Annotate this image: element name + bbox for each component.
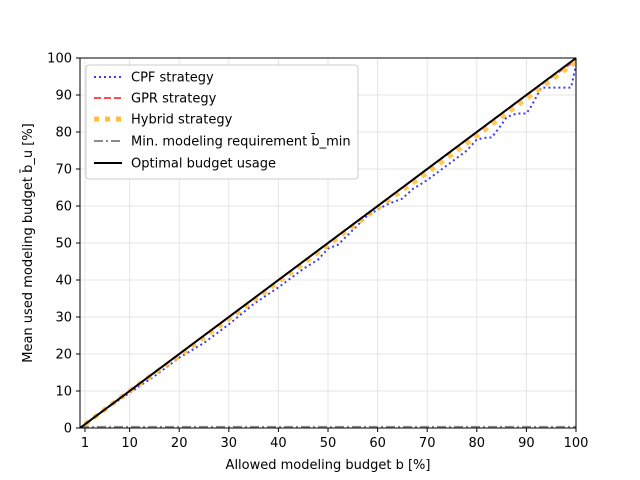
legend-label: GPR strategy [131,92,217,107]
x-tick-label: 1 [81,436,89,451]
y-tick-label: 80 [55,126,72,141]
y-tick-label: 30 [55,311,72,326]
legend-label: CPF strategy [131,71,214,86]
x-tick-label: 50 [320,436,337,451]
x-tick-label: 30 [221,436,238,451]
x-tick-label: 100 [564,436,589,451]
x-tick-label: 90 [518,436,535,451]
x-tick-label: 40 [270,436,287,451]
y-tick-label: 0 [64,422,72,437]
y-tick-label: 70 [55,163,72,178]
x-tick-label: 10 [121,436,138,451]
cpf-strategy-series [84,65,577,426]
y-axis-label: Mean used modeling budget b̄_u [%] [21,123,36,363]
legend-label: Optimal budget usage [131,157,276,172]
plot-layer [80,57,578,428]
y-tick-label: 50 [55,237,72,252]
legend: CPF strategy GPR strategy Hybrid strategy M… [85,64,359,180]
y-tick-label: 90 [55,89,72,104]
y-tick-label: 40 [55,274,72,289]
x-tick-label: 60 [369,436,386,451]
y-tick-label: 60 [55,200,72,215]
x-tick-label: 70 [419,436,436,451]
x-tick-label: 20 [171,436,188,451]
y-tick-label: 20 [55,348,72,363]
legend-label: Min. modeling requirement b̄_min [131,134,351,149]
y-tick-label: 10 [55,385,72,400]
legend-label: Hybrid strategy [131,113,233,128]
optimal-budget-series [80,57,577,428]
x-axis-label: Allowed modeling budget b [%] [226,458,431,473]
tick-layer: 1 10 20 30 40 50 60 70 80 90 100 0 10 20 30 40 50 60 70 80 9… [47,52,588,452]
hybrid-strategy-series [83,59,578,427]
legend-box [85,64,359,180]
y-tick-label: 100 [47,52,72,67]
x-tick-label: 80 [469,436,486,451]
